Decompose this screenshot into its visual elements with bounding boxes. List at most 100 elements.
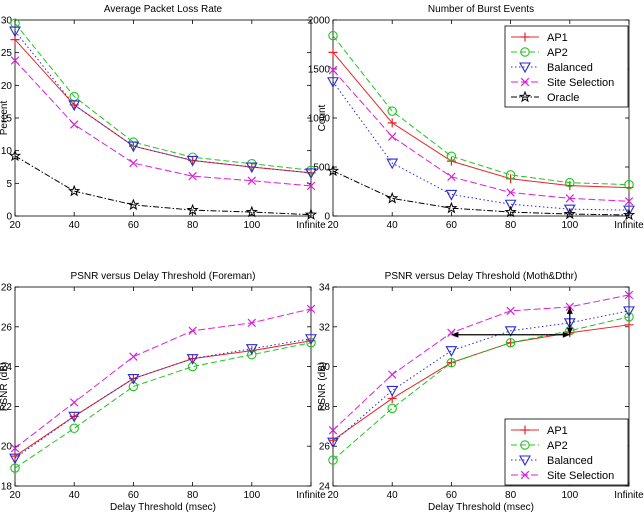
x-tick-label: 40 (69, 220, 81, 231)
data-point (506, 188, 515, 197)
data-point (387, 132, 397, 141)
series-oracle (326, 164, 636, 221)
data-point (128, 381, 139, 392)
series-line (332, 81, 630, 211)
data-point (446, 357, 457, 368)
data-point (69, 398, 79, 407)
series-balanced (327, 306, 635, 449)
data-point (506, 338, 516, 348)
data-point (186, 155, 199, 167)
data-point (328, 30, 338, 41)
data-point (447, 172, 456, 182)
data-point (127, 141, 140, 153)
data-point (386, 385, 399, 397)
data-point (186, 203, 199, 216)
legend-label: AP1 (547, 425, 568, 437)
data-point (328, 65, 338, 75)
data-point (623, 306, 635, 318)
legend-marker (519, 62, 531, 74)
data-point (622, 208, 636, 221)
arrow-head (566, 327, 573, 335)
legend-entry: AP1 (511, 32, 568, 44)
series-line (14, 30, 312, 174)
data-point (565, 177, 575, 188)
data-point (186, 354, 199, 365)
y-tick-label: 30 (319, 362, 331, 373)
data-point (305, 334, 317, 345)
y-tick-label: 28 (1, 283, 13, 294)
chart-2: Number of Burst Events 20 40 60 80 100 Infinit… (308, 4, 644, 231)
series-line (332, 310, 630, 443)
y-tick-label: 22 (1, 402, 13, 413)
data-point (624, 312, 634, 322)
x-tick-label: 80 (187, 220, 199, 231)
data-point (504, 205, 517, 218)
series-line (14, 308, 312, 449)
plot-frame (332, 286, 630, 487)
legend-label: AP2 (547, 440, 568, 452)
data-point (387, 106, 397, 116)
y-tick-label: 32 (319, 322, 331, 333)
x-tick-label: 60 (128, 490, 140, 501)
data-point (129, 352, 138, 361)
series-oracle (8, 149, 318, 220)
x-tick-label: 100 (561, 220, 578, 231)
series-ap2 (10, 337, 316, 473)
x-tick-label: 40 (387, 490, 399, 501)
y-tick-label: 25 (1, 48, 13, 59)
data-point (387, 118, 397, 128)
x-tick-label: 100 (243, 490, 260, 501)
x-tick-label: 20 (9, 490, 21, 501)
data-point (505, 170, 516, 180)
series-line (14, 338, 312, 459)
series-ap1 (328, 47, 634, 193)
series-ap2 (328, 30, 634, 190)
series-site-selection (10, 304, 316, 453)
annotation-arrow (566, 306, 573, 335)
y-axis-label: Percent (0, 101, 10, 136)
data-point (306, 337, 316, 348)
y-tick-label: 28 (319, 402, 331, 413)
data-point (327, 437, 339, 449)
data-point (247, 176, 257, 185)
legend-label: Site Selection (547, 77, 614, 89)
legend-label: Oracle (547, 92, 579, 104)
data-point (8, 149, 22, 162)
legend-entry: Oracle (511, 90, 579, 104)
data-point (326, 164, 340, 177)
legend-entry: AP2 (511, 47, 568, 59)
series-line (14, 155, 312, 216)
x-tick-label: 60 (446, 490, 458, 501)
legend-marker (519, 455, 531, 467)
data-point (127, 373, 140, 385)
legend-entry: Balanced (511, 455, 593, 467)
y-tick-label: 500 (313, 163, 330, 174)
y-tick-label: 20 (1, 442, 13, 453)
legend-marker (520, 47, 530, 57)
data-point (624, 197, 634, 206)
y-tick-label: 10 (1, 146, 13, 157)
y-tick-label: 1500 (308, 65, 331, 76)
series-line (332, 69, 630, 202)
legend-marker (520, 470, 530, 480)
data-point (446, 151, 457, 161)
legend-label: Balanced (547, 455, 593, 467)
y-tick-label: 1000 (308, 114, 331, 125)
y-tick-label: 20 (1, 81, 13, 92)
data-point (386, 191, 399, 204)
legend-label: AP1 (547, 32, 568, 44)
data-point (328, 435, 338, 445)
legend-entry: AP1 (511, 425, 568, 437)
legend-marker (520, 440, 530, 450)
series-ap1 (10, 35, 316, 178)
series-line (332, 294, 630, 431)
series-site-selection (328, 65, 634, 206)
legend-label: Balanced (547, 62, 593, 74)
chart-4: PSNR versus Delay Threshold (Moth&Dthr) 2… (317, 271, 644, 513)
x-tick-label: 80 (505, 490, 517, 501)
data-point (306, 181, 316, 191)
y-tick-label: 15 (1, 114, 13, 125)
y-tick-label: 0 (324, 212, 330, 223)
